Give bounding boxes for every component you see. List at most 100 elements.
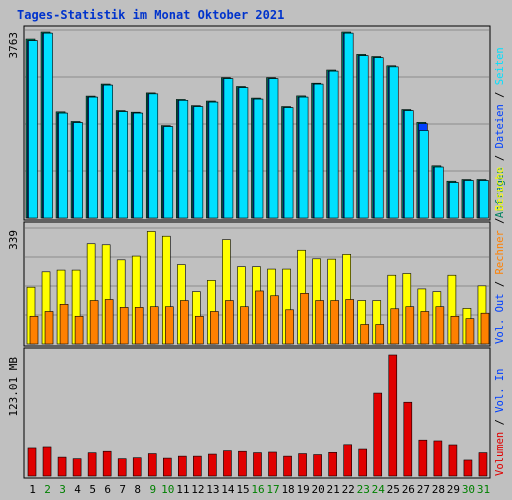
y-tick-label: 123.01 MB (7, 357, 20, 417)
bar-seiten (193, 106, 204, 219)
bar-volumen (373, 392, 383, 477)
legend-separator: / (494, 413, 506, 432)
bar-seiten (58, 112, 68, 219)
bar-rechner (480, 312, 490, 345)
x-tick-label: 10 (161, 483, 174, 496)
bar-seiten (343, 32, 354, 219)
bar-seiten (298, 96, 309, 219)
x-tick-label: 26 (402, 483, 415, 496)
x-tick-label: 12 (191, 483, 204, 496)
y-tick-label: 339 (7, 230, 20, 250)
bar-volumen (238, 450, 247, 477)
bar-volumen (72, 458, 82, 477)
bar-seiten (419, 130, 429, 219)
bar-rechner (240, 306, 249, 345)
bar-volumen (418, 439, 428, 477)
x-tick-label: 14 (221, 483, 235, 496)
bar-seiten (208, 101, 219, 219)
bar-seiten (328, 70, 339, 219)
bar-volumen (313, 454, 322, 477)
bar-rechner (315, 300, 324, 345)
bar-seiten (283, 107, 294, 219)
bar-seiten (268, 78, 279, 219)
bar-rechner (134, 307, 144, 345)
bar-rechner (195, 315, 204, 345)
bar-seiten (163, 126, 174, 219)
bar-volumen (162, 457, 172, 477)
bar-seiten (358, 55, 369, 219)
chart-title: Tages-Statistik im Monat Oktober 2021 (17, 8, 284, 22)
bar-seiten (118, 111, 128, 219)
bar-rechner (300, 293, 309, 345)
legend-label: Besuche (494, 167, 506, 211)
bar-seiten (43, 32, 53, 219)
bar-rechner (255, 290, 264, 345)
x-axis-day-labels: 1 2 3 4 5 6 7 8 9 10 11 12 13 14 15 16 17 18 19 20 21 22 23 24 2… (29, 483, 490, 496)
bar-volumen (358, 448, 368, 477)
bar-rechner (345, 299, 354, 345)
x-tick-label: 27 (417, 483, 430, 496)
right-legend: Volumen / Vol. In (494, 369, 506, 477)
bar-seiten (434, 166, 444, 219)
chart-panels: 3763 Anfragen / Dateien / Seiten 339 Vol. O… (7, 25, 506, 479)
legend-separator: / (494, 85, 506, 104)
legend-label: Seiten (494, 47, 506, 85)
legend-separator: / (494, 211, 506, 230)
bar-volumen (253, 452, 262, 477)
x-tick-label: 17 (266, 483, 279, 496)
legend-label: Vol. In (494, 369, 506, 413)
x-tick-label: 1 (29, 483, 36, 496)
x-tick-label: 29 (447, 483, 460, 496)
x-tick-label: 4 (74, 483, 81, 496)
bar-rechner (44, 311, 54, 345)
legend-separator: / (494, 274, 506, 293)
x-tick-label: 20 (312, 483, 325, 496)
bar-volumen (268, 451, 277, 477)
right-legend: Anfragen / Dateien / Seiten (494, 47, 506, 218)
bar-seiten (178, 100, 189, 219)
bar-rechner (74, 315, 84, 345)
bar-rechner (119, 307, 129, 345)
bar-rechner (225, 300, 234, 345)
bar-seiten (313, 83, 324, 219)
legend-label: Vol. Out (494, 293, 506, 344)
bar-volumen (42, 446, 52, 477)
x-tick-label: 16 (251, 483, 264, 496)
bar-seiten (223, 78, 234, 219)
x-tick-label: 18 (281, 483, 294, 496)
legend-label: Anfragen (494, 167, 506, 218)
x-tick-label: 22 (342, 483, 355, 496)
bar-volumen (87, 452, 97, 477)
panel-visits: 339 Vol. Out / Rechner / Besuche (7, 167, 506, 347)
legend-label: Volumen (494, 432, 506, 476)
bar-seiten (238, 87, 249, 219)
bar-volumen (403, 401, 413, 477)
y-tick-label: 3763 (7, 32, 20, 59)
bar-rechner (149, 306, 159, 345)
bar-rechner (330, 300, 339, 345)
right-legend: Vol. Out / Rechner / Besuche (494, 167, 506, 344)
bar-volumen (448, 444, 458, 477)
bar-rechner (450, 315, 460, 345)
bar-seiten (148, 93, 159, 219)
x-tick-label: 5 (89, 483, 96, 496)
bar-seiten (479, 180, 489, 219)
bar-rechner (435, 306, 445, 345)
bar-volumen (343, 444, 352, 477)
bar-volumen (27, 447, 37, 477)
bar-volumen (117, 458, 127, 477)
panel-volume: 123.01 MB Volumen / Vol. In (7, 347, 506, 479)
bar-rechner (164, 306, 174, 345)
bar-rechner (405, 306, 415, 345)
x-tick-label: 19 (296, 483, 309, 496)
x-tick-label: 2 (44, 483, 51, 496)
bar-seiten (404, 110, 414, 219)
bar-volumen (388, 354, 398, 477)
bar-volumen (328, 451, 337, 477)
bar-volumen (208, 453, 217, 477)
x-tick-label: 3 (59, 483, 66, 496)
bar-rechner (285, 309, 294, 345)
bar-rechner (180, 300, 189, 345)
bar-volumen (193, 455, 202, 477)
